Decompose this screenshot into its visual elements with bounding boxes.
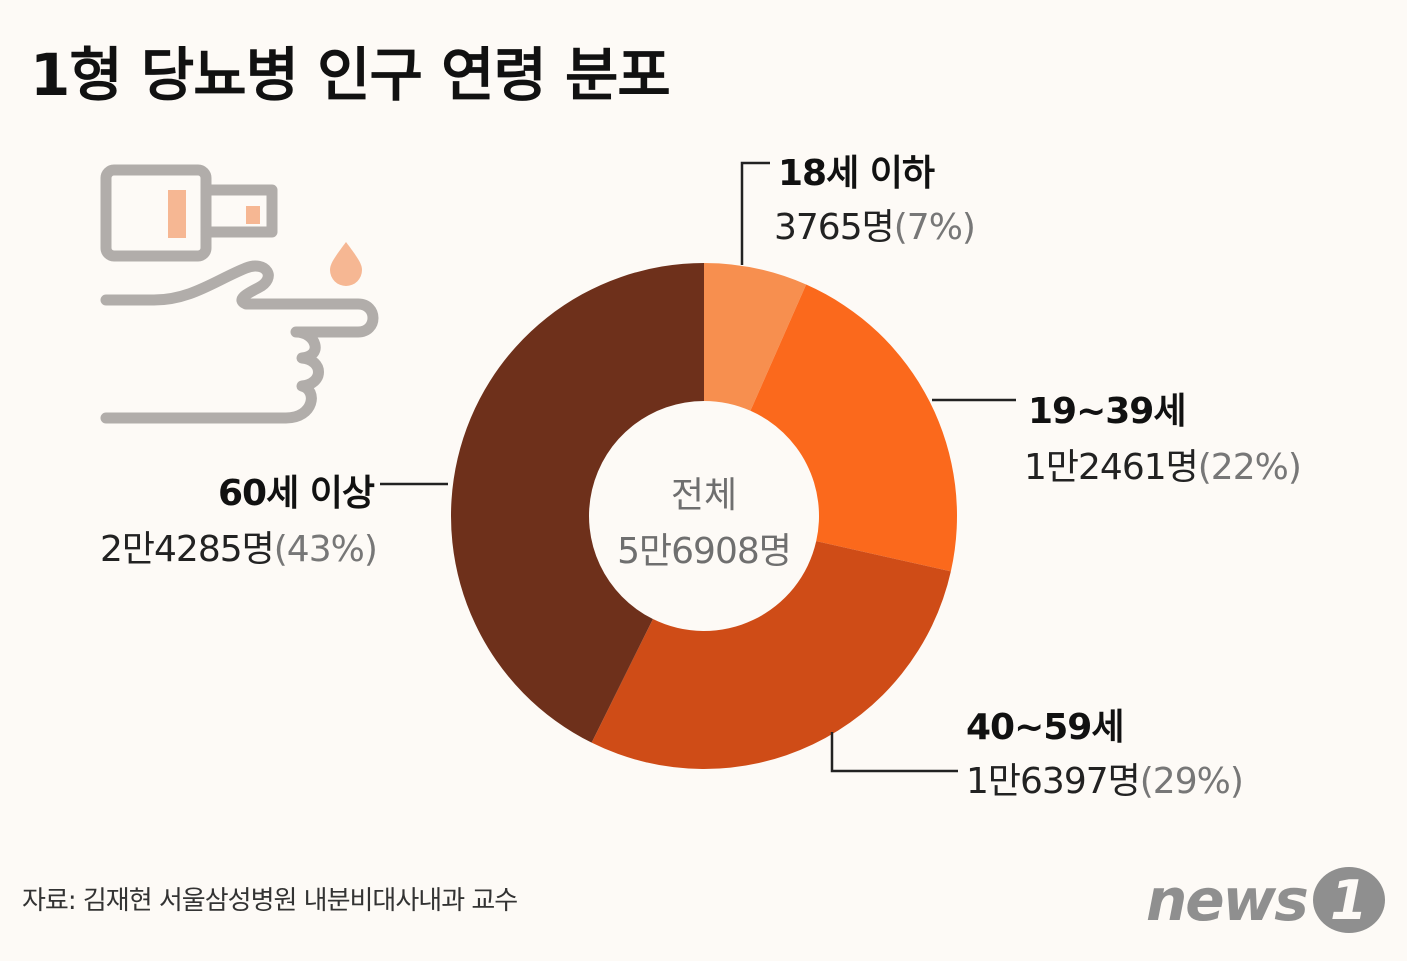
count-18-under: 3765명 [774,207,895,248]
label-name-40-59: 40~59세 [966,707,1124,748]
leader-line-18-under [740,161,770,265]
label-name-60-over: 60세 이상 [218,473,375,514]
pct-40-59: (29%) [1139,761,1244,802]
slice-19-39 [750,284,957,572]
label-value-18-under: 3765명(7%) [774,198,976,250]
label-value-19-39: 1만2461명(22%) [1024,438,1302,490]
glucose-meter-finger-icon [100,164,379,424]
label-value-40-59: 1만6397명(29%) [966,752,1244,804]
count-19-39: 1만2461명 [1024,447,1199,488]
leader-line-40-59 [830,732,958,773]
pct-60-over: (43%) [273,529,378,570]
page-title: 1형 당뇨병 인구 연령 분포 [30,41,671,109]
pct-18-under: (7%) [893,207,976,248]
slice-60-over [450,263,704,743]
label-value-60-over: 2만4285명(43%) [100,520,378,572]
label-name-18-under: 18세 이하 [778,153,935,194]
source-note: 자료: 김재현 서울삼성병원 내분비대사내과 교수 [22,886,518,916]
label-name-19-39: 19~39세 [1028,391,1186,432]
slice-18-under [704,263,807,411]
logo-mark: 1 [1312,867,1385,933]
count-40-59: 1만6397명 [966,761,1141,802]
center-total: 5만6908명 [617,531,792,572]
count-60-over: 2만4285명 [100,529,275,570]
slice-40-59 [591,541,951,770]
logo-text: news [1146,866,1309,934]
news1-logo: news 1 [1146,866,1385,934]
center-title: 전체 [670,475,738,516]
pct-19-39: (22%) [1197,447,1302,488]
